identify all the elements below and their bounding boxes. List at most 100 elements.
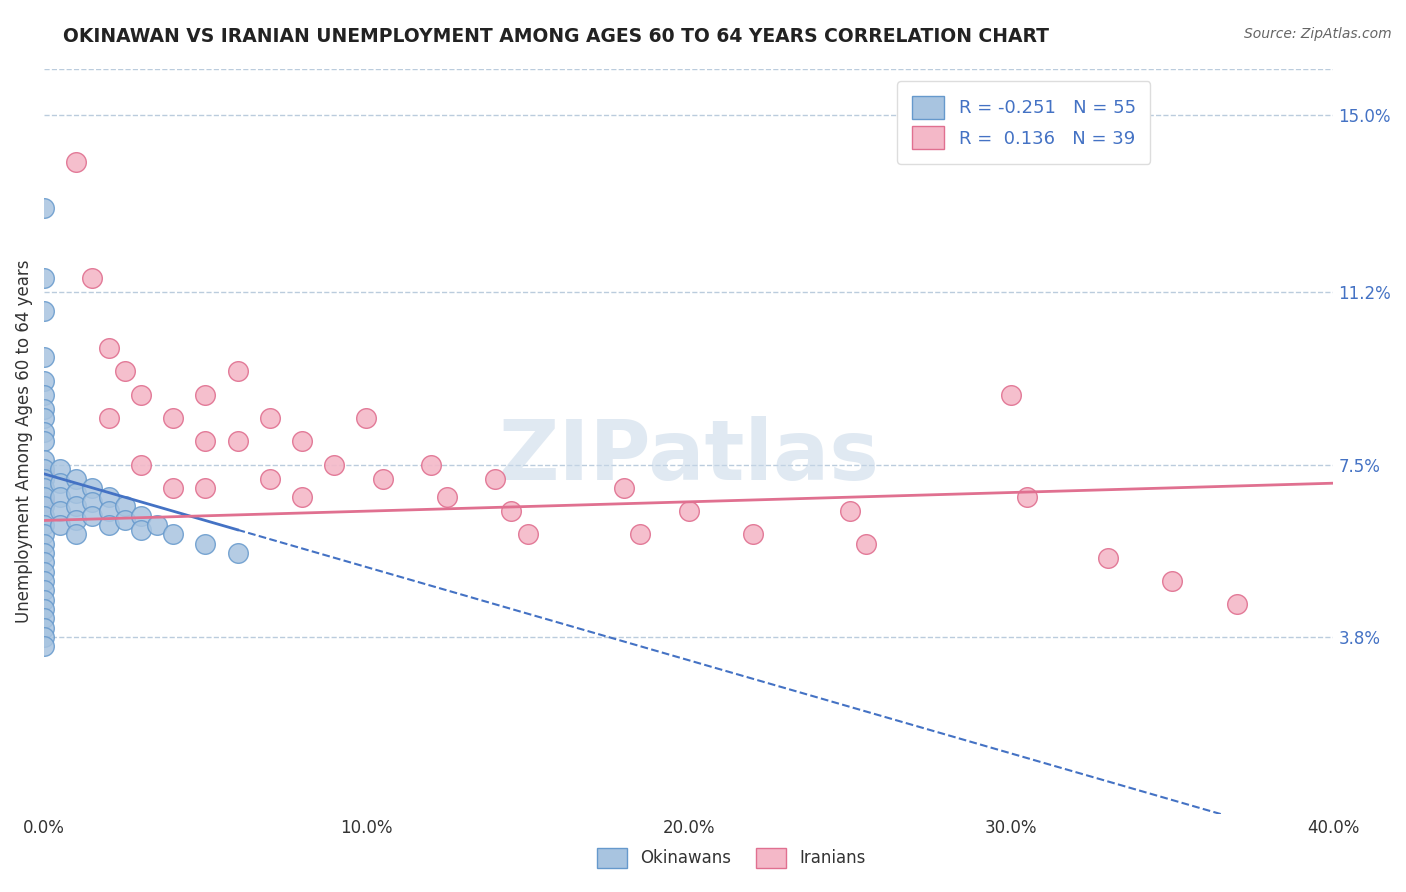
Point: [194, 537, 217, 551]
Point: [97, 504, 120, 518]
Point: [49, 518, 72, 533]
Point: [259, 471, 281, 485]
Point: [97, 411, 120, 425]
Point: [32, 387, 55, 401]
Point: [32, 546, 55, 560]
Point: [49, 490, 72, 504]
Point: [32, 583, 55, 598]
Point: [65, 500, 87, 514]
Point: [1161, 574, 1184, 588]
Point: [82, 481, 104, 495]
Point: [226, 434, 249, 449]
Point: [129, 458, 152, 472]
Point: [114, 500, 136, 514]
Point: [194, 387, 217, 401]
Point: [32, 425, 55, 439]
Point: [484, 471, 506, 485]
Point: [32, 490, 55, 504]
Point: [97, 490, 120, 504]
Y-axis label: Unemployment Among Ages 60 to 64 years: Unemployment Among Ages 60 to 64 years: [15, 260, 32, 623]
Point: [32, 527, 55, 541]
Point: [516, 527, 538, 541]
Point: [82, 271, 104, 285]
Point: [501, 504, 523, 518]
Point: [65, 485, 87, 500]
Point: [1097, 550, 1119, 565]
Point: [32, 621, 55, 635]
Point: [291, 490, 314, 504]
Point: [32, 518, 55, 533]
Point: [49, 504, 72, 518]
Point: [32, 467, 55, 481]
Text: Source: ZipAtlas.com: Source: ZipAtlas.com: [1244, 27, 1392, 41]
Point: [129, 523, 152, 537]
Point: [371, 471, 394, 485]
Point: [32, 453, 55, 467]
Point: [855, 537, 877, 551]
Point: [114, 513, 136, 527]
Point: [32, 401, 55, 416]
Point: [32, 434, 55, 449]
Point: [49, 462, 72, 476]
Point: [32, 565, 55, 579]
Point: [194, 434, 217, 449]
Point: [129, 387, 152, 401]
Legend: R = -0.251   N = 55, R =  0.136   N = 39: R = -0.251 N = 55, R = 0.136 N = 39: [897, 81, 1150, 164]
Point: [838, 504, 860, 518]
Point: [323, 458, 346, 472]
Point: [356, 411, 378, 425]
Point: [49, 476, 72, 491]
Legend: Okinawans, Iranians: Okinawans, Iranians: [591, 841, 872, 875]
Point: [114, 364, 136, 378]
Point: [1000, 387, 1022, 401]
Point: [32, 411, 55, 425]
Point: [194, 481, 217, 495]
Point: [32, 630, 55, 644]
Point: [162, 411, 184, 425]
Point: [628, 527, 651, 541]
Point: [65, 471, 87, 485]
Point: [32, 462, 55, 476]
Point: [1226, 598, 1249, 612]
Point: [32, 537, 55, 551]
Text: OKINAWAN VS IRANIAN UNEMPLOYMENT AMONG AGES 60 TO 64 YEARS CORRELATION CHART: OKINAWAN VS IRANIAN UNEMPLOYMENT AMONG A…: [63, 27, 1049, 45]
Point: [226, 546, 249, 560]
Point: [32, 303, 55, 318]
Point: [32, 495, 55, 509]
Point: [32, 202, 55, 216]
Point: [291, 434, 314, 449]
Point: [32, 481, 55, 495]
Point: [32, 508, 55, 523]
Point: [162, 527, 184, 541]
Point: [32, 271, 55, 285]
Point: [742, 527, 765, 541]
Point: [82, 495, 104, 509]
Point: [32, 592, 55, 607]
Point: [32, 574, 55, 588]
Point: [32, 374, 55, 388]
Point: [82, 508, 104, 523]
Point: [146, 518, 169, 533]
Point: [32, 640, 55, 654]
Point: [436, 490, 458, 504]
Point: [32, 611, 55, 625]
Point: [97, 341, 120, 355]
Point: [419, 458, 441, 472]
Point: [1017, 490, 1039, 504]
Point: [613, 481, 636, 495]
Point: [32, 602, 55, 616]
Point: [678, 504, 700, 518]
Point: [32, 500, 55, 514]
Point: [97, 518, 120, 533]
Text: ZIPatlas: ZIPatlas: [498, 416, 879, 497]
Point: [65, 154, 87, 169]
Point: [162, 481, 184, 495]
Point: [32, 351, 55, 365]
Point: [259, 411, 281, 425]
Point: [32, 555, 55, 569]
Point: [65, 513, 87, 527]
Point: [226, 364, 249, 378]
Point: [32, 471, 55, 485]
Point: [129, 508, 152, 523]
Point: [65, 527, 87, 541]
